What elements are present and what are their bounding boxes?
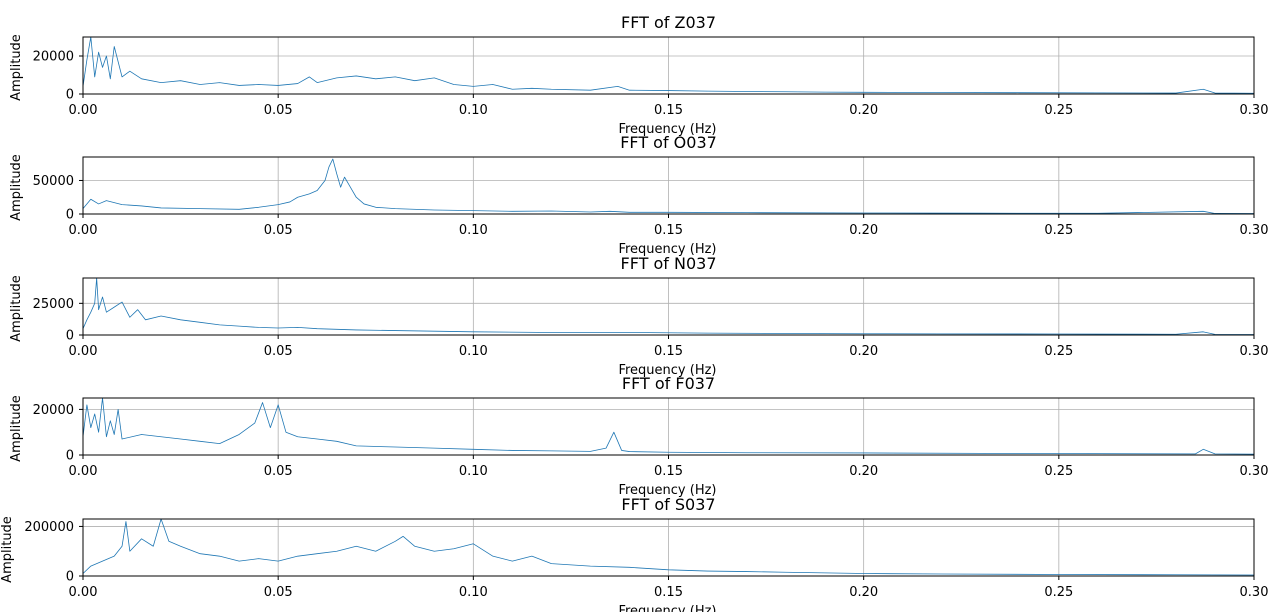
subplot-title: FFT of O037 <box>620 133 717 152</box>
y-axis-label: Amplitude <box>9 275 24 342</box>
y-tick-label: 25000 <box>33 297 74 312</box>
x-tick-label: 0.25 <box>1044 464 1073 479</box>
x-tick-label: 0.15 <box>654 103 683 118</box>
amplitude-series-line <box>82 518 1255 576</box>
amplitude-series-line <box>82 277 1255 335</box>
y-tick-label: 0 <box>66 329 74 344</box>
x-tick-label: 0.15 <box>654 585 683 600</box>
amplitude-series-line <box>82 397 1255 455</box>
x-tick-label: 0.25 <box>1044 103 1073 118</box>
y-tick-label: 0 <box>66 88 74 103</box>
x-tick-label: 0.00 <box>69 103 98 118</box>
x-tick-label: 0.30 <box>1240 103 1269 118</box>
x-tick-label: 0.30 <box>1240 344 1269 359</box>
x-tick-label: 0.10 <box>459 585 488 600</box>
x-axis-label: Frequency (Hz) <box>618 242 716 257</box>
x-tick-label: 0.00 <box>69 223 98 238</box>
x-tick-label: 0.20 <box>849 585 878 600</box>
x-tick-label: 0.15 <box>654 464 683 479</box>
x-tick-label: 0.30 <box>1240 223 1269 238</box>
subplot-4: FFT of F037 0.00 0.05 0.10 0.15 0.20 0.25 0.30 0… <box>9 374 1268 498</box>
x-tick-label: 0.10 <box>459 223 488 238</box>
x-tick-label: 0.05 <box>264 223 293 238</box>
x-tick-label: 0.20 <box>849 103 878 118</box>
x-tick-label: 0.00 <box>69 464 98 479</box>
x-tick-label: 0.10 <box>459 344 488 359</box>
grid-lines <box>82 278 1255 336</box>
x-tick-label: 0.00 <box>69 344 98 359</box>
subplot-3: FFT of N037 0.00 0.05 0.10 0.15 0.20 0.25 0.30 0… <box>9 254 1268 378</box>
x-axis-label: Frequency (Hz) <box>618 604 716 612</box>
x-tick-label: 0.05 <box>264 464 293 479</box>
grid-lines <box>82 519 1255 577</box>
subplot-title: FFT of N037 <box>621 254 717 273</box>
x-tick-label: 0.25 <box>1044 223 1073 238</box>
x-tick-label: 0.25 <box>1044 344 1073 359</box>
grid-lines <box>82 398 1255 456</box>
subplot-2: FFT of O037 0.00 0.05 0.10 0.15 0.20 0.25 0.30 0… <box>9 133 1268 257</box>
amplitude-series-line <box>82 158 1255 214</box>
x-tick-label: 0.10 <box>459 464 488 479</box>
x-axis-label: Frequency (Hz) <box>618 483 716 498</box>
y-axis-label: Amplitude <box>0 516 15 583</box>
grid-lines <box>82 157 1255 215</box>
y-tick-label: 200000 <box>24 520 74 535</box>
x-tick-label: 0.20 <box>849 464 878 479</box>
x-tick-label: 0.30 <box>1240 464 1269 479</box>
x-tick-label: 0.05 <box>264 344 293 359</box>
y-axis-label: Amplitude <box>9 154 24 221</box>
subplot-5: FFT of S037 0.00 0.05 0.10 0.15 0.20 0.25 0.30 0… <box>0 495 1268 612</box>
x-tick-label: 0.05 <box>264 585 293 600</box>
y-tick-label: 20000 <box>33 403 74 418</box>
subplot-title: FFT of F037 <box>622 374 715 393</box>
amplitude-series-line <box>82 36 1255 94</box>
subplot-title: FFT of Z037 <box>621 13 716 32</box>
y-tick-label: 0 <box>66 208 74 223</box>
y-tick-label: 0 <box>66 570 74 585</box>
x-tick-label: 0.25 <box>1044 585 1073 600</box>
y-axis-label: Amplitude <box>9 395 24 462</box>
x-tick-label: 0.20 <box>849 223 878 238</box>
x-tick-label: 0.15 <box>654 344 683 359</box>
x-axis-label: Frequency (Hz) <box>618 363 716 378</box>
x-tick-label: 0.05 <box>264 103 293 118</box>
subplot-1: FFT of Z037 0.00 0.05 0.10 0.15 0.20 0.25 0.30 0… <box>9 13 1268 137</box>
y-axis-label: Amplitude <box>9 34 24 101</box>
subplot-title: FFT of S037 <box>621 495 715 514</box>
x-tick-label: 0.20 <box>849 344 878 359</box>
grid-lines <box>82 37 1255 95</box>
y-tick-label: 50000 <box>33 174 74 189</box>
x-tick-label: 0.10 <box>459 103 488 118</box>
y-tick-label: 20000 <box>33 50 74 65</box>
x-axis-label: Frequency (Hz) <box>618 122 716 137</box>
y-tick-label: 0 <box>66 449 74 464</box>
x-tick-label: 0.30 <box>1240 585 1269 600</box>
x-tick-label: 0.00 <box>69 585 98 600</box>
x-tick-label: 0.15 <box>654 223 683 238</box>
